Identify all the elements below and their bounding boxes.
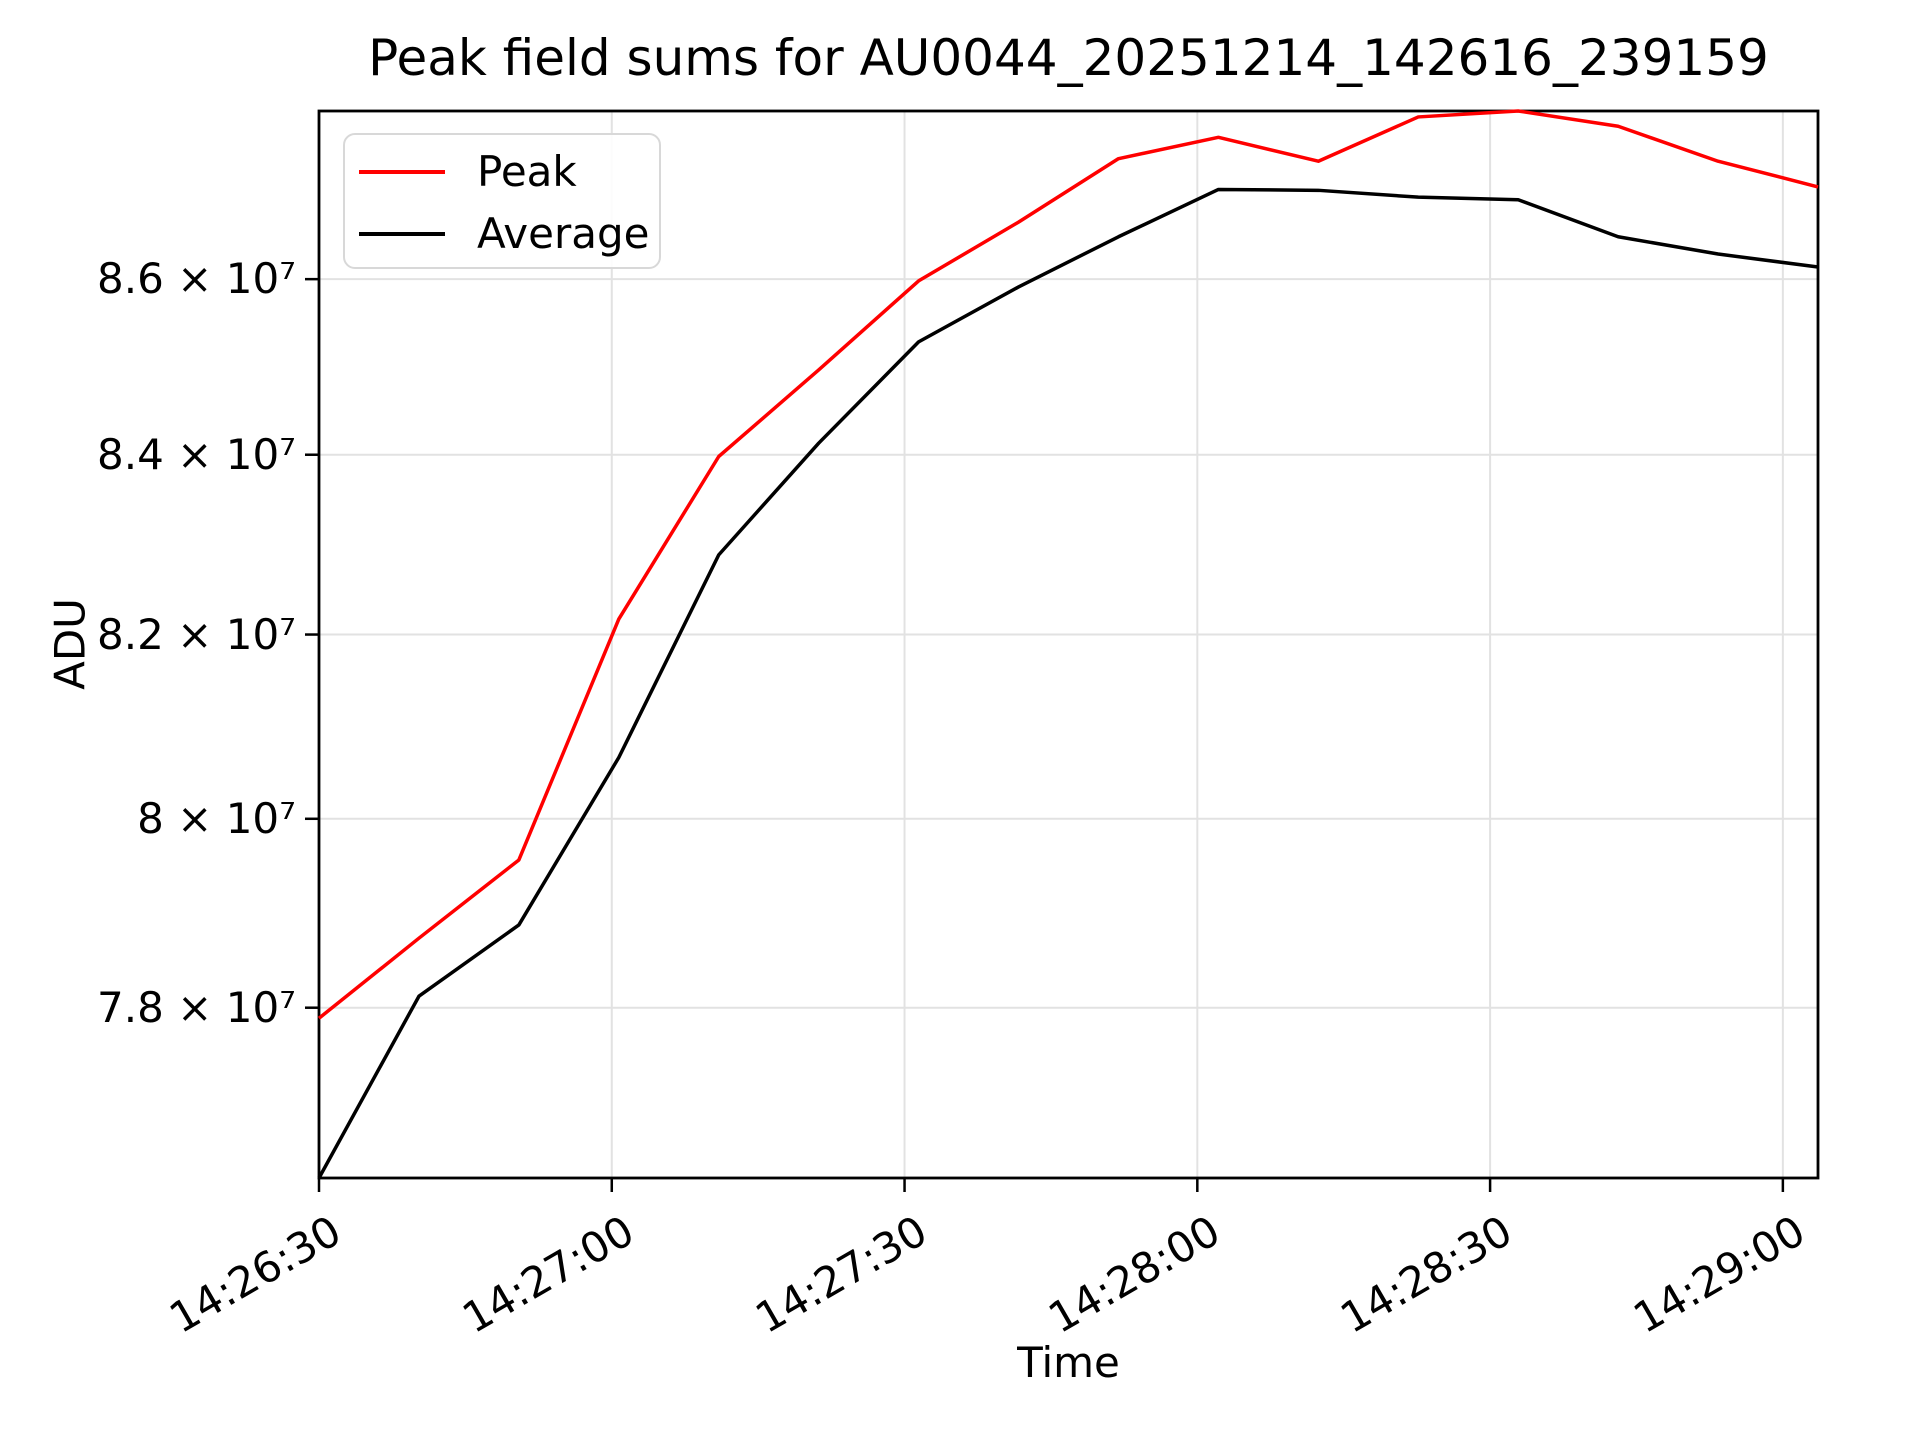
chart-title: Peak field sums for AU0044_20251214_1426… — [368, 29, 1769, 87]
legend-entry-average: Average — [345, 205, 659, 263]
y-tick-label: 8.6 × 10⁷ — [97, 254, 296, 304]
legend-label-peak: Peak — [477, 147, 577, 196]
peak-line-sample — [359, 170, 445, 174]
y-tick-label: 8.2 × 10⁷ — [97, 609, 296, 659]
x-axis-label: Time — [1017, 1338, 1120, 1387]
average-line-sample — [359, 232, 445, 236]
y-tick-label: 7.8 × 10⁷ — [97, 982, 296, 1032]
peak-line — [317, 109, 1819, 1020]
legend-label-average: Average — [477, 209, 650, 258]
legend: Peak Average — [343, 133, 661, 269]
y-tick-label: 8.4 × 10⁷ — [97, 429, 296, 479]
legend-entry-peak: Peak — [345, 143, 659, 201]
y-tick-label: 8 × 10⁷ — [137, 793, 296, 843]
average-line — [317, 187, 1819, 1179]
axes-spines — [317, 109, 1820, 1180]
